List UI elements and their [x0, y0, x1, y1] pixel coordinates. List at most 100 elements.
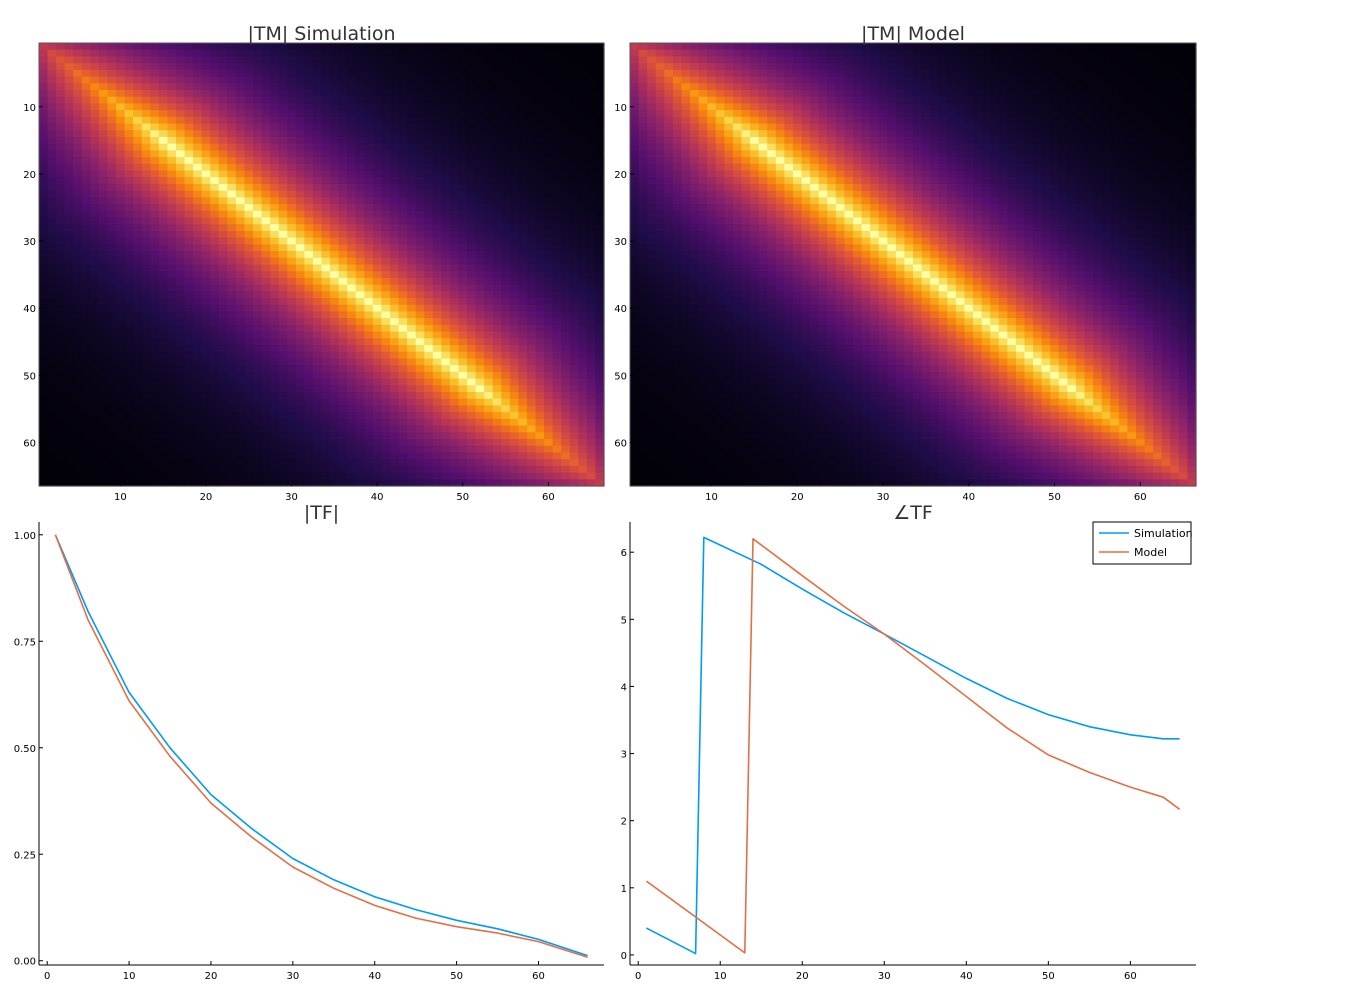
heatmap-cell — [518, 479, 528, 487]
heatmap-cell — [261, 143, 271, 151]
heatmap-cell — [355, 338, 365, 346]
heatmap-cell — [467, 479, 477, 487]
heatmap-cell — [578, 371, 588, 380]
heatmap-cell — [261, 210, 271, 219]
heatmap-cell — [407, 371, 417, 380]
heatmap-cell — [432, 271, 442, 279]
heatmap-cell — [509, 49, 519, 58]
heatmap-cell — [518, 143, 528, 151]
heatmap-cell — [141, 418, 151, 427]
heatmap-cell — [526, 96, 537, 105]
heatmap-cell — [210, 264, 220, 272]
heatmap-cell — [1050, 49, 1060, 58]
heatmap-cell — [492, 465, 502, 474]
heatmap-cell — [90, 103, 100, 111]
heatmap-cell — [184, 452, 194, 460]
heatmap-cell — [355, 318, 365, 326]
heatmap-cell — [312, 56, 323, 64]
heatmap-cell — [98, 398, 109, 407]
heatmap-cell — [1110, 69, 1120, 78]
heatmap-cell — [167, 331, 177, 339]
heatmap-cell — [175, 210, 186, 219]
heatmap-cell — [732, 89, 743, 98]
heatmap-cell — [586, 210, 597, 219]
heatmap-cell — [201, 63, 211, 71]
heatmap-cell — [184, 459, 194, 467]
heatmap-cell — [458, 244, 468, 252]
heatmap-cell — [578, 170, 588, 178]
heatmap-cell — [381, 244, 391, 252]
heatmap-cell — [278, 170, 288, 178]
heatmap-cell — [338, 177, 348, 185]
heatmap-cell — [501, 304, 511, 313]
heatmap-cell — [518, 217, 528, 225]
heatmap-cell — [586, 479, 597, 487]
heatmap-cell — [116, 304, 126, 313]
heatmap-cell — [261, 338, 271, 346]
heatmap-cell — [561, 425, 571, 433]
heatmap-cell — [561, 224, 571, 232]
heatmap-cell — [261, 76, 271, 84]
heatmap-cell — [64, 177, 74, 185]
heatmap-cell — [261, 412, 271, 420]
heatmap-cell — [526, 43, 537, 51]
heatmap-cell — [330, 271, 340, 279]
heatmap-cell — [544, 311, 554, 319]
heatmap-cell — [73, 224, 83, 232]
heatmap-cell — [424, 385, 434, 393]
heatmap-cell — [261, 425, 271, 433]
heatmap-cell — [235, 230, 246, 239]
heatmap-cell — [355, 257, 365, 266]
heatmap-cell — [381, 324, 391, 333]
heatmap-cell — [330, 365, 340, 373]
heatmap-cell — [253, 157, 263, 165]
heatmap-cell — [895, 89, 906, 98]
heatmap-cell — [338, 392, 348, 400]
heatmap-cell — [792, 69, 803, 78]
heatmap-cell — [981, 69, 991, 78]
heatmap-cell — [73, 465, 83, 474]
heatmap-cell — [175, 432, 186, 440]
heatmap-cell — [484, 204, 494, 212]
heatmap-cell — [381, 183, 391, 192]
heatmap-cell — [73, 49, 83, 58]
heatmap-cell — [552, 311, 562, 319]
heatmap-cell — [458, 398, 468, 407]
heatmap-cell — [73, 76, 83, 84]
heatmap-cell — [81, 257, 91, 266]
heatmap-cell — [475, 418, 485, 427]
heatmap-cell — [107, 358, 117, 366]
heatmap-cell — [330, 472, 340, 480]
heatmap-cell — [295, 479, 305, 487]
heatmap-cell — [835, 69, 845, 78]
heatmap-cell — [526, 358, 537, 366]
heatmap-cell — [330, 103, 340, 111]
heatmap-cell — [475, 271, 485, 279]
heatmap-cell — [158, 116, 169, 125]
heatmap-cell — [295, 150, 305, 158]
heatmap-cell — [81, 331, 91, 339]
heatmap-cell — [595, 251, 605, 259]
heatmap-cell — [141, 432, 151, 440]
heatmap-cell — [432, 157, 442, 165]
heatmap-cell — [372, 150, 383, 158]
heatmap-cell — [870, 63, 880, 71]
heatmap-cell — [381, 190, 391, 198]
heatmap-cell — [201, 163, 211, 172]
heatmap-cell — [235, 378, 246, 386]
heatmap-cell — [509, 157, 519, 165]
heatmap-cell — [484, 143, 494, 151]
heatmap-cell — [184, 365, 194, 373]
heatmap-cell — [947, 83, 957, 91]
heatmap-cell — [175, 56, 186, 64]
heatmap-cell — [681, 76, 691, 84]
heatmap-cell — [475, 318, 485, 326]
heatmap-cell — [210, 412, 220, 420]
heatmap-cell — [467, 49, 477, 58]
heatmap-cell — [586, 345, 597, 353]
heatmap-cell — [552, 459, 562, 467]
heatmap-cell — [278, 365, 288, 373]
heatmap-cell — [287, 130, 297, 138]
heatmap-cell — [475, 56, 485, 64]
heatmap-cell — [921, 83, 931, 91]
